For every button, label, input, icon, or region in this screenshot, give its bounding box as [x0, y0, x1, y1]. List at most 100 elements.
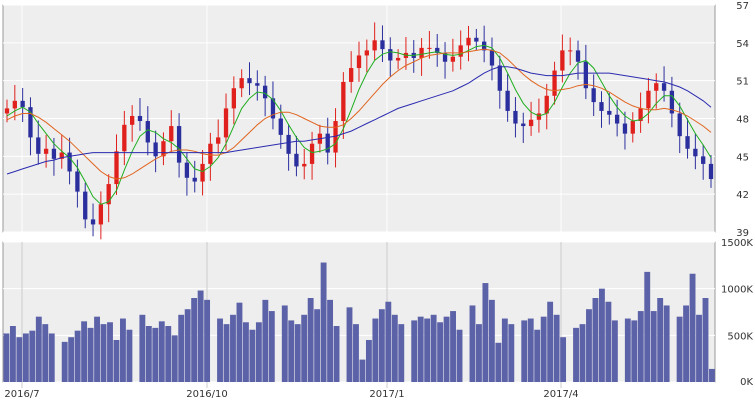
volume-bar — [469, 305, 476, 382]
volume-bar — [398, 324, 405, 382]
volume-bar — [333, 326, 340, 382]
candle-body — [309, 143, 315, 164]
candle-body — [67, 152, 72, 172]
candle-body — [505, 90, 510, 111]
candle-body — [442, 52, 448, 62]
volume-bar — [540, 316, 547, 382]
volume-bar — [152, 327, 159, 382]
ma-long-line — [6, 66, 712, 175]
volume-bar — [702, 298, 709, 382]
candle-body — [255, 83, 260, 86]
candle-body — [568, 50, 573, 52]
volume-bar — [424, 318, 431, 382]
volume-bar — [107, 322, 113, 382]
volume-bar — [495, 342, 502, 382]
candle-body — [349, 68, 354, 82]
volume-bar — [411, 320, 418, 382]
volume-bar — [482, 283, 489, 382]
volume-bar — [230, 314, 236, 382]
volume-bar — [501, 318, 508, 382]
candle-body — [325, 133, 330, 153]
volume-bar — [443, 316, 450, 382]
candle-body — [176, 126, 182, 163]
candle-body — [701, 156, 706, 164]
candle-body — [247, 78, 252, 84]
candle-body — [482, 41, 487, 51]
candle-body — [388, 49, 393, 61]
candle-body — [560, 50, 565, 71]
volume-bar — [281, 305, 288, 382]
candle-body — [83, 191, 88, 220]
volume-bar — [456, 329, 463, 382]
candle-body — [302, 163, 307, 167]
candle-body — [169, 126, 174, 142]
price-tick-label: 42 — [736, 190, 749, 201]
volume-bar — [16, 337, 23, 382]
volume-bar — [624, 318, 631, 382]
volume-bar — [236, 302, 243, 382]
volume-bar — [644, 271, 651, 382]
volume-bar — [385, 301, 392, 382]
candle-body — [435, 47, 440, 53]
volume-bar — [81, 321, 88, 382]
volume-bar — [611, 320, 618, 382]
volume-bar — [437, 322, 444, 382]
volume-bar — [268, 311, 275, 382]
volume-tick-label: 500K — [727, 331, 753, 342]
volume-bar — [9, 326, 16, 382]
candle-body — [208, 143, 213, 164]
ma-mid-line — [6, 48, 712, 180]
volume-bar — [696, 314, 702, 382]
volume-bar — [87, 327, 94, 382]
volume-bar — [631, 320, 638, 382]
candle-body — [466, 37, 471, 46]
candle-body — [364, 50, 369, 56]
candle-body — [528, 119, 534, 127]
candle-body — [583, 61, 588, 89]
x-tick-label: 2016/7 — [4, 389, 39, 400]
volume-bar — [547, 301, 554, 382]
volume-bar — [197, 290, 204, 382]
volume-bar — [145, 326, 152, 382]
volume-bar — [29, 330, 36, 382]
volume-bar — [430, 314, 437, 382]
volume-bar — [605, 301, 612, 382]
volume-bar — [178, 314, 185, 382]
volume-bar — [592, 298, 599, 382]
volume-bar — [314, 309, 321, 382]
volume-bar — [100, 324, 107, 382]
volume-bar — [579, 324, 586, 382]
volume-bar — [689, 273, 696, 382]
candle-body — [333, 121, 338, 153]
volume-bar — [346, 307, 353, 382]
candle-body — [630, 121, 635, 134]
volume-bar — [365, 340, 372, 382]
candle-body — [262, 85, 268, 99]
volume-bar — [184, 309, 191, 382]
volume-bar — [171, 335, 178, 382]
volume-bar — [35, 316, 42, 382]
volume-bar — [288, 320, 295, 382]
candle-body — [216, 137, 221, 144]
volume-bar — [165, 326, 172, 382]
volume-bar — [476, 324, 482, 382]
candle-body — [419, 47, 424, 58]
x-tick-label: 2016/10 — [186, 389, 228, 400]
volume-bar — [586, 309, 592, 382]
candle-body — [427, 47, 432, 49]
volume-bar — [223, 324, 230, 382]
candle-body — [231, 88, 236, 109]
candle-body — [395, 57, 401, 61]
candle-body — [544, 95, 549, 114]
volume-bar — [262, 299, 269, 382]
candle-body — [12, 100, 17, 109]
price-tick-label: 39 — [736, 228, 749, 239]
candle-body — [294, 153, 299, 167]
volume-bar — [68, 337, 75, 382]
candle-body — [341, 81, 346, 122]
candle-body — [654, 83, 659, 91]
volume-bar — [301, 314, 308, 382]
candle-body — [153, 142, 158, 157]
volume-bar — [191, 298, 198, 382]
volume-bar — [22, 333, 29, 382]
